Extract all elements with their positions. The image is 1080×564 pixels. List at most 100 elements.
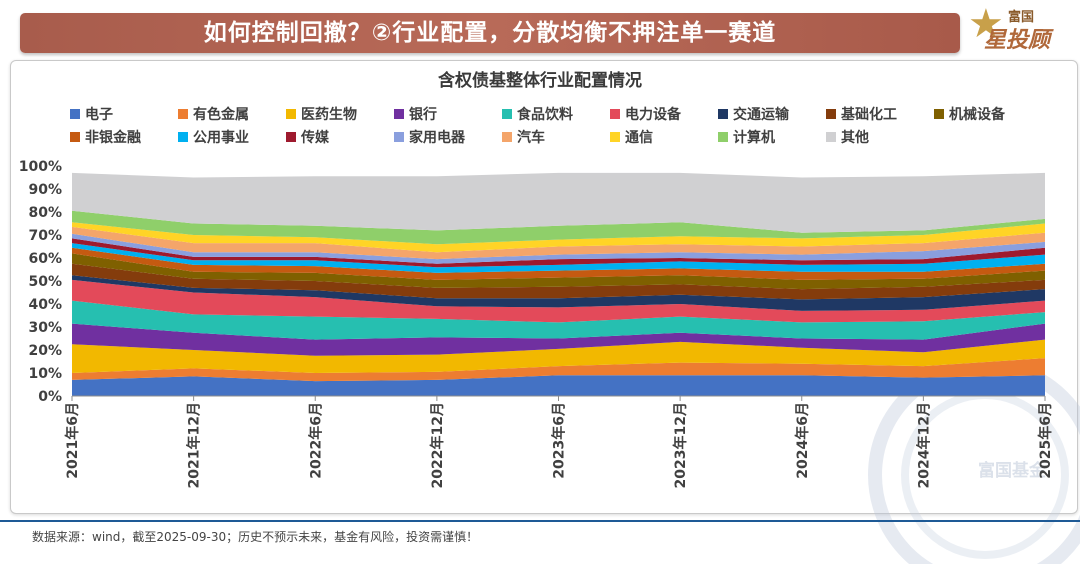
legend-swatch <box>70 132 80 142</box>
legend-item: 有色金属 <box>178 104 249 124</box>
data-source-note: 数据来源：wind，截至2025-09-30；历史不预示未来，基金有风险，投资需… <box>32 530 479 544</box>
legend-label: 医药生物 <box>301 107 357 123</box>
legend-swatch <box>502 132 512 142</box>
legend-item: 电子 <box>70 104 113 124</box>
legend-label: 有色金属 <box>193 107 249 123</box>
area-series-13 <box>72 226 1045 260</box>
legend-label: 汽车 <box>517 130 545 146</box>
x-tick-label: 2024年6月 <box>794 402 811 479</box>
legend-label: 其他 <box>841 130 869 146</box>
y-tick-label: 90% <box>28 182 62 198</box>
legend-item: 银行 <box>394 104 437 124</box>
legend-item: 计算机 <box>718 127 775 147</box>
legend-item: 传媒 <box>286 127 329 147</box>
logo-top-text: 富国 <box>1008 10 1035 25</box>
brand-logo: ★ 富国 星投顾 <box>968 4 1076 56</box>
area-series-2 <box>72 339 1045 373</box>
legend-label: 非银金融 <box>85 130 141 146</box>
logo-main-text: 星投顾 <box>984 28 1051 53</box>
x-tick-label: 2023年6月 <box>551 402 568 479</box>
x-tick-label: 2025年6月 <box>1037 402 1054 479</box>
y-tick-label: 70% <box>28 228 62 244</box>
area-series-6 <box>72 275 1045 311</box>
area-series-15 <box>72 210 1045 245</box>
legend-swatch <box>718 132 728 142</box>
watermark-text: 富国基金 <box>978 460 1047 481</box>
legend-label: 电子 <box>85 107 113 123</box>
legend-label: 计算机 <box>733 130 775 146</box>
legend-label: 公用事业 <box>193 130 249 146</box>
legend-swatch <box>178 132 188 142</box>
legend-swatch <box>394 109 404 119</box>
legend-item: 通信 <box>610 127 653 147</box>
x-tick-label: 2022年12月 <box>429 402 446 488</box>
y-tick-label: 40% <box>28 297 62 313</box>
legend-item: 机械设备 <box>934 104 1005 124</box>
legend-label: 基础化工 <box>841 107 897 123</box>
legend-swatch <box>934 109 944 119</box>
star-icon: ★ <box>968 1 1004 47</box>
legend-item: 其他 <box>826 127 869 147</box>
legend-swatch <box>610 109 620 119</box>
area-series-11 <box>72 238 1045 268</box>
banner-title: 如何控制回撤？②行业配置，分散均衡不押注单一赛道 <box>203 20 777 46</box>
x-tick-label: 2021年6月 <box>64 402 81 479</box>
area-series-10 <box>72 243 1045 273</box>
x-tick-label: 2024年12月 <box>915 402 932 488</box>
area-series-12 <box>72 233 1045 264</box>
y-tick-label: 80% <box>28 205 62 221</box>
legend-item: 家用电器 <box>394 127 465 147</box>
title-banner: 如何控制回撤？②行业配置，分散均衡不押注单一赛道 <box>20 13 960 53</box>
legend-swatch <box>718 109 728 119</box>
chart-title: 含权债基整体行业配置情况 <box>438 71 642 91</box>
y-tick-label: 30% <box>28 320 62 336</box>
legend-label: 通信 <box>625 130 653 146</box>
legend-label: 机械设备 <box>949 107 1005 123</box>
legend-item: 电力设备 <box>610 104 681 124</box>
legend-swatch <box>826 109 836 119</box>
legend-swatch <box>502 109 512 119</box>
legend-label: 传媒 <box>301 130 329 146</box>
x-tick-label: 2023年12月 <box>672 402 689 488</box>
legend-swatch <box>394 132 404 142</box>
x-tick-label: 2022年6月 <box>307 402 324 479</box>
y-tick-label: 60% <box>28 251 62 267</box>
y-tick-label: 20% <box>28 343 62 359</box>
y-tick-label: 100% <box>19 159 62 175</box>
legend-swatch <box>826 132 836 142</box>
area-series-7 <box>72 263 1045 300</box>
y-tick-label: 10% <box>28 366 62 382</box>
area-series-9 <box>72 247 1045 280</box>
area-series-16 <box>72 172 1045 233</box>
legend-item: 医药生物 <box>286 104 357 124</box>
area-series-4 <box>72 300 1045 340</box>
y-tick-label: 50% <box>28 274 62 290</box>
area-series-14 <box>72 222 1045 253</box>
legend-swatch <box>286 132 296 142</box>
x-tick-label: 2021年12月 <box>186 402 203 488</box>
area-series-8 <box>72 253 1045 290</box>
legend-item: 交通运输 <box>718 104 789 124</box>
legend-item: 非银金融 <box>70 127 141 147</box>
legend-label: 家用电器 <box>409 130 465 146</box>
area-series-5 <box>72 279 1045 323</box>
legend-label: 食品饮料 <box>517 107 573 123</box>
legend-item: 汽车 <box>502 127 545 147</box>
footer-divider <box>0 520 1080 522</box>
legend-label: 交通运输 <box>733 107 789 123</box>
legend-item: 基础化工 <box>826 104 897 124</box>
legend-swatch <box>178 109 188 119</box>
y-tick-label: 0% <box>38 389 62 405</box>
legend-item: 公用事业 <box>178 127 249 147</box>
legend-swatch <box>286 109 296 119</box>
chart-legend: 电子 有色金属 医药生物 银行 食品饮料 电力设备 交通运输 基础化工 机械设备非银金融 公用事业… <box>70 104 1060 150</box>
legend-label: 电力设备 <box>625 107 681 123</box>
area-series-0 <box>72 375 1045 396</box>
legend-swatch <box>70 109 80 119</box>
legend-item: 食品饮料 <box>502 104 573 124</box>
legend-label: 银行 <box>409 107 437 123</box>
area-series-1 <box>72 358 1045 382</box>
legend-swatch <box>610 132 620 142</box>
area-series-3 <box>72 323 1045 356</box>
